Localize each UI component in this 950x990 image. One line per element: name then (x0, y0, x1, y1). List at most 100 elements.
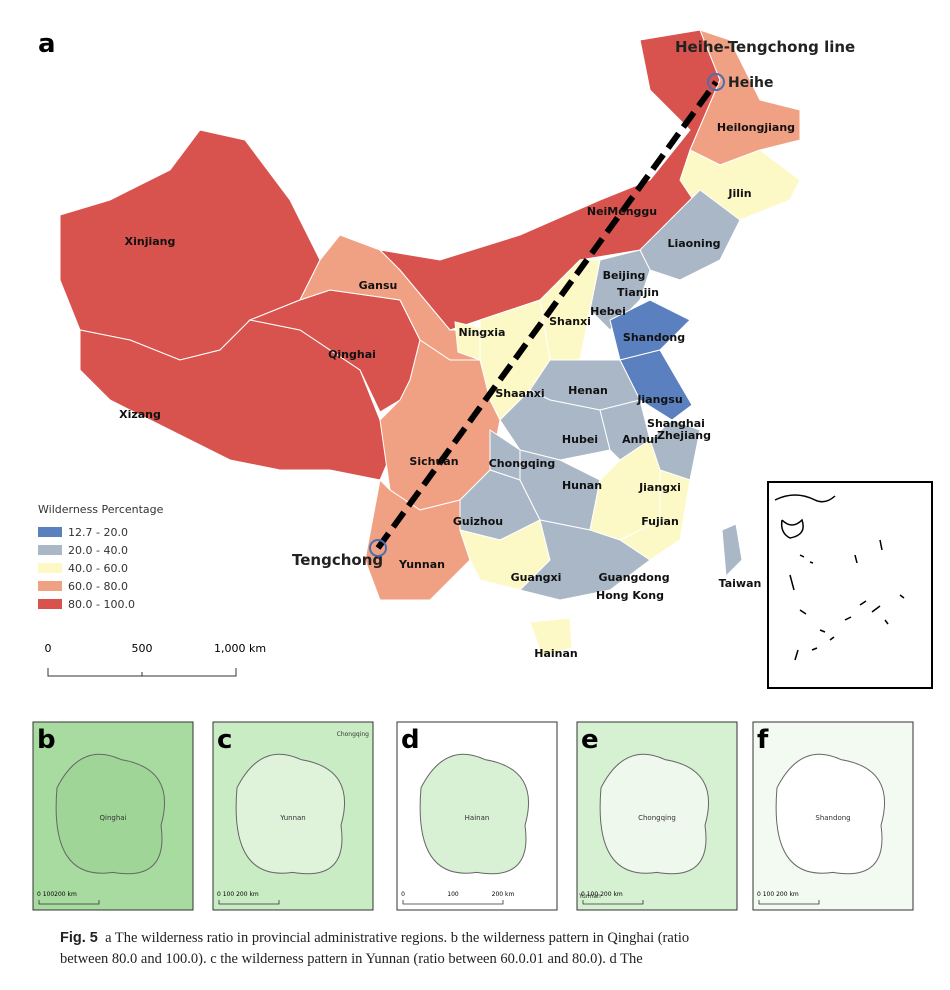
panel-label: f (757, 725, 769, 755)
province-label: Jilin (727, 187, 751, 200)
province-label: Fujian (641, 515, 679, 528)
province-label: Sichuan (409, 455, 458, 468)
province-label: Ningxia (459, 326, 506, 339)
province-label: Guizhou (453, 515, 503, 528)
scale-label: 100 (447, 891, 459, 898)
legend-label: 20.0 - 40.0 (68, 544, 128, 557)
panel-label: a (38, 29, 56, 59)
province-label: Tianjin (617, 286, 659, 299)
province-label: Taiwan (719, 577, 762, 590)
legend-title: Wilderness Percentage (38, 503, 164, 516)
caption-fig: Fig. 5 (60, 930, 98, 946)
panel-label: e (581, 725, 599, 755)
scale-label: 0 100 200 km (217, 891, 259, 898)
legend-swatch (38, 563, 62, 573)
line-label: Heihe-Tengchong line (675, 38, 855, 56)
scale-label: 1,000 km (214, 642, 266, 655)
province-label: Gansu (359, 279, 398, 292)
province-label: Beijing (603, 269, 646, 282)
province (529, 617, 573, 657)
legend: Wilderness Percentage 12.7 - 20.0 20.0 - … (38, 503, 164, 611)
map-figure: a Heihe-Tengchong line Heihe Tengc (32, 29, 933, 911)
region-label: Shandong (815, 814, 850, 822)
region-outline (55, 753, 165, 875)
legend-swatch (38, 527, 62, 537)
scale-label: 0 100 200 km (581, 891, 623, 898)
caption-line: between 80.0 and 100.0). c the wildernes… (60, 951, 643, 967)
province-label: Guangxi (511, 571, 562, 584)
caption-line: Fig. 5 a The wilderness ratio in provinc… (60, 930, 689, 947)
legend-swatch (38, 581, 62, 591)
region-label: Yunnan (279, 814, 306, 822)
scale-label: 0 (45, 642, 52, 655)
endpoint-marker (707, 73, 725, 91)
province-label: Hubei (562, 433, 598, 446)
heihe-tengchong-line (375, 80, 719, 550)
endpoint-marker (369, 539, 387, 557)
province (609, 299, 691, 361)
panel-label: b (37, 725, 56, 755)
legend-swatch (38, 545, 62, 555)
scale-label: 200 km (492, 891, 515, 898)
legend-swatch (38, 599, 62, 609)
province-label: Chongqing (489, 457, 556, 470)
region-label: Yunnan (578, 893, 601, 900)
province-label: Shanxi (549, 315, 591, 328)
scale-label: 0 100 200 km (757, 891, 799, 898)
province-label: Liaoning (667, 237, 720, 250)
panel-label: c (217, 725, 232, 755)
region-outline (599, 753, 709, 875)
region-label: Qinghai (99, 814, 126, 822)
panel-label: d (401, 725, 420, 755)
region-outline (775, 753, 885, 875)
inset-map (767, 481, 933, 689)
legend-label: 80.0 - 100.0 (68, 598, 135, 611)
province-label: Hainan (534, 647, 577, 660)
province-label: Xinjiang (125, 235, 176, 248)
region-label: Chongqing (638, 814, 676, 822)
scale-label: 0 100200 km (37, 891, 77, 898)
legend-label: 60.0 - 80.0 (68, 580, 128, 593)
province-label: Hong Kong (596, 589, 664, 602)
scale-bar (38, 900, 100, 905)
province-shapes (59, 29, 801, 657)
region-label: Chongqing (337, 731, 370, 738)
endpoint-label: Tengchong (292, 551, 383, 569)
province-label: Anhui (622, 433, 658, 446)
region-outline (235, 753, 345, 875)
province (519, 519, 651, 601)
scale-bar (218, 900, 280, 905)
province-label: Hunan (562, 479, 602, 492)
province-label: Hebei (590, 305, 626, 318)
province-label: Heilongjiang (717, 121, 795, 134)
province-label: Xizang (119, 408, 161, 421)
scale-label: 500 (132, 642, 153, 655)
scale-bar (582, 900, 644, 905)
scale-label: 0 (401, 891, 405, 898)
province-label: Shanghai (647, 417, 705, 430)
scale-bar (758, 900, 820, 905)
province-label: Jiangsu (636, 393, 682, 406)
province-label: Shaanxi (495, 387, 544, 400)
caption-text: a The wilderness ratio in provincial adm… (105, 930, 690, 946)
province (689, 29, 801, 166)
province (378, 29, 721, 331)
scale-bar: 0 500 1,000 km (45, 642, 266, 677)
region-label: Hainan (465, 814, 490, 822)
province-label: Jiangxi (638, 481, 681, 494)
endpoint-label: Heihe (728, 75, 773, 91)
scale-bar (402, 900, 504, 905)
province-label: Guangdong (598, 571, 669, 584)
legend-label: 12.7 - 20.0 (68, 526, 128, 539)
province-label: Zhejiang (657, 429, 711, 442)
province-label: Qinghai (328, 348, 376, 361)
province (721, 523, 743, 578)
region-outline (419, 753, 529, 875)
province-label: Henan (568, 384, 608, 397)
legend-label: 40.0 - 60.0 (68, 562, 128, 575)
province-label: Shandong (623, 331, 685, 344)
province-labels: Xinjiang Xizang Qinghai Gansu NeiMenggu Heilo… (119, 121, 795, 660)
province-label: NeiMenggu (587, 205, 657, 218)
